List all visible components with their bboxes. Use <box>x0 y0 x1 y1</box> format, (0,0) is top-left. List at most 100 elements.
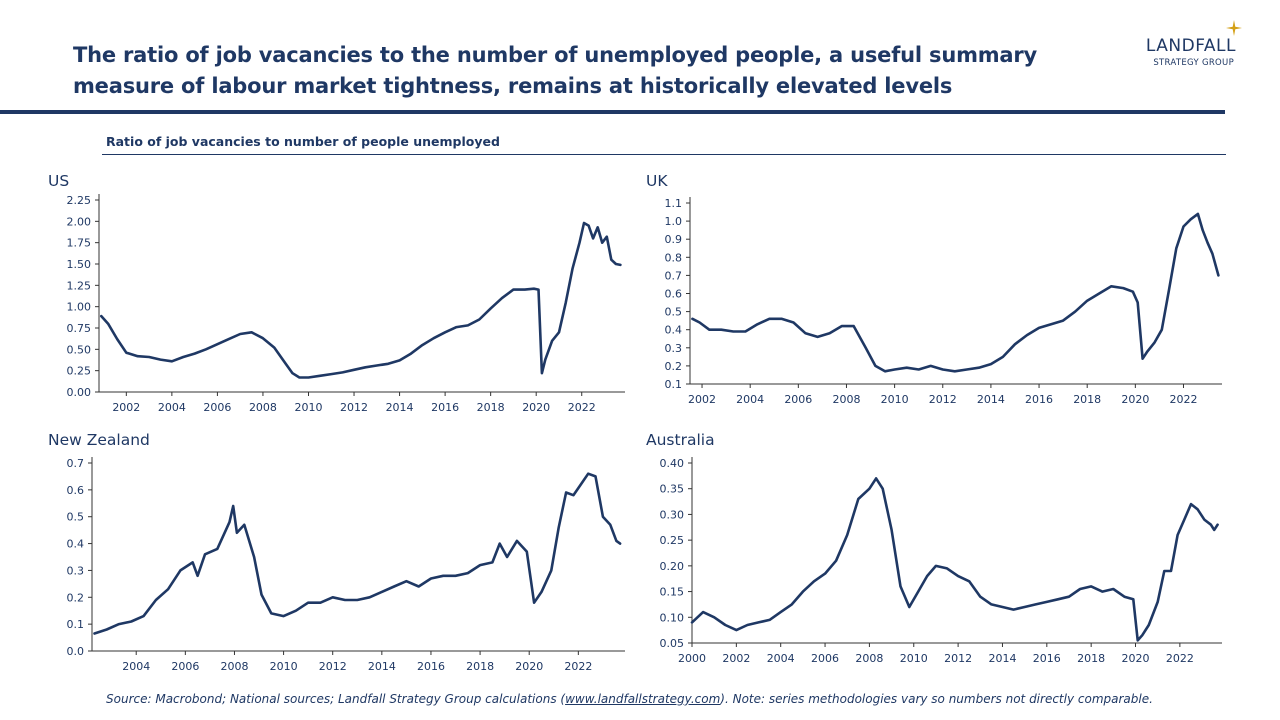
us-x-tick-label: 2008 <box>249 401 277 414</box>
uk-y-tick-label: 0.8 <box>665 251 683 264</box>
nz-x-tick-label: 2022 <box>564 660 592 673</box>
us-y-tick-label: 0.25 <box>67 365 92 378</box>
uk-x-tick-label: 2006 <box>784 393 812 406</box>
us-y-tick-label: 1.25 <box>67 279 92 292</box>
us-x-tick-label: 2022 <box>568 401 596 414</box>
au-y-tick-label: 0.15 <box>660 586 685 599</box>
nz-y-tick-label: 0.5 <box>67 511 85 524</box>
au-series-line <box>690 477 1219 642</box>
uk-x-tick-label: 2008 <box>832 393 860 406</box>
title-divider <box>0 110 1225 114</box>
uk-x-tick-label: 2020 <box>1121 393 1149 406</box>
uk-x-tick-label: 2002 <box>688 393 716 406</box>
us-x-tick-label: 2006 <box>203 401 231 414</box>
uk-y-tick-label: 0.3 <box>665 342 683 355</box>
au-y-tick-label: 0.40 <box>660 457 685 470</box>
nz-y-tick-label: 0.2 <box>67 591 85 604</box>
uk-x-tick-label: 2018 <box>1073 393 1101 406</box>
au-y-tick-label: 0.30 <box>660 508 685 521</box>
nz-y-tick-label: 0.4 <box>67 538 85 551</box>
au-y-tick-label: 0.10 <box>660 611 685 624</box>
au-x-tick-label: 2012 <box>944 652 972 665</box>
uk-x-tick-label: 2016 <box>1025 393 1053 406</box>
us-x-tick-label: 2002 <box>112 401 140 414</box>
uk-y-tick-label: 0.9 <box>665 233 683 246</box>
uk-y-tick-label: 0.4 <box>665 324 683 337</box>
au-y-tick-label: 0.05 <box>660 637 685 650</box>
au-x-tick-label: 2002 <box>722 652 750 665</box>
au-y-tick-label: 0.25 <box>660 534 685 547</box>
us-y-tick-label: 2.25 <box>67 194 92 207</box>
page-title-line-2: measure of labour market tightness, rema… <box>73 74 953 98</box>
au-y-tick-label: 0.20 <box>660 560 685 573</box>
us-series-line <box>100 221 622 379</box>
us-y-tick-label: 1.75 <box>67 237 92 250</box>
uk-x-tick-label: 2012 <box>929 393 957 406</box>
panel-title-us: US <box>48 172 70 190</box>
source-link[interactable]: www.landfallstrategy.com <box>565 692 721 706</box>
logo-subtitle: STRATEGY GROUP <box>1153 58 1234 68</box>
au-x-tick-label: 2004 <box>767 652 795 665</box>
au-x-tick-label: 2018 <box>1077 652 1105 665</box>
nz-y-tick-label: 0.0 <box>67 645 85 658</box>
nz-x-tick-label: 2004 <box>122 660 150 673</box>
source-suffix: ). Note: series methodologies vary so nu… <box>720 692 1153 706</box>
uk-y-tick-label: 0.7 <box>665 269 683 282</box>
us-y-tick-label: 2.00 <box>67 215 92 228</box>
source-note: Source: Macrobond; National sources; Lan… <box>106 692 1153 706</box>
us-x-tick-label: 2020 <box>522 401 550 414</box>
us-x-tick-label: 2014 <box>386 401 414 414</box>
au-x-tick-label: 2008 <box>855 652 883 665</box>
au-x-tick-label: 2016 <box>1033 652 1061 665</box>
nz-y-tick-label: 0.7 <box>67 457 85 470</box>
au-y-tick-label: 0.35 <box>660 483 685 496</box>
source-prefix: Source: Macrobond; National sources; Lan… <box>106 692 566 706</box>
au-x-tick-label: 2006 <box>811 652 839 665</box>
uk-y-tick-label: 0.1 <box>665 378 683 391</box>
au-x-tick-label: 2010 <box>900 652 928 665</box>
uk-y-tick-label: 1.1 <box>665 197 683 210</box>
nz-y-tick-label: 0.1 <box>67 618 85 631</box>
nz-x-tick-label: 2018 <box>466 660 494 673</box>
uk-y-tick-label: 0.6 <box>665 288 683 301</box>
uk-series-line <box>691 212 1220 373</box>
au-x-tick-label: 2022 <box>1166 652 1194 665</box>
us-x-tick-label: 2004 <box>158 401 186 414</box>
panel-title-uk: UK <box>646 172 668 190</box>
logo-name: LANDFALL <box>1145 36 1236 56</box>
panel-title-nz: New Zealand <box>48 431 150 449</box>
us-x-tick-label: 2010 <box>294 401 322 414</box>
uk-y-tick-label: 0.5 <box>665 306 683 319</box>
nz-y-tick-label: 0.6 <box>67 484 85 497</box>
us-x-tick-label: 2018 <box>477 401 505 414</box>
us-x-tick-label: 2012 <box>340 401 368 414</box>
uk-y-tick-label: 0.2 <box>665 360 683 373</box>
nz-x-tick-label: 2010 <box>270 660 298 673</box>
nz-x-tick-label: 2016 <box>417 660 445 673</box>
uk-x-tick-label: 2010 <box>881 393 909 406</box>
nz-x-tick-label: 2008 <box>220 660 248 673</box>
us-y-tick-label: 0.50 <box>67 343 92 356</box>
uk-x-tick-label: 2022 <box>1169 393 1197 406</box>
star-icon <box>1226 20 1242 36</box>
uk-x-tick-label: 2014 <box>977 393 1005 406</box>
us-y-tick-label: 1.50 <box>67 258 92 271</box>
nz-series-line <box>93 472 622 635</box>
nz-x-tick-label: 2020 <box>515 660 543 673</box>
au-x-tick-label: 2000 <box>678 652 706 665</box>
au-x-tick-label: 2014 <box>988 652 1016 665</box>
page-title-line-1: The ratio of job vacancies to the number… <box>73 43 1038 67</box>
page-title: The ratio of job vacancies to the number… <box>73 40 1073 102</box>
au-x-tick-label: 2020 <box>1122 652 1150 665</box>
uk-y-tick-label: 1.0 <box>665 215 683 228</box>
nz-x-tick-label: 2006 <box>171 660 199 673</box>
us-x-tick-label: 2016 <box>431 401 459 414</box>
chart-subtitle: Ratio of job vacancies to number of peop… <box>106 134 500 149</box>
nz-x-tick-label: 2014 <box>368 660 396 673</box>
panel-title-au: Australia <box>646 431 715 449</box>
nz-y-tick-label: 0.3 <box>67 564 85 577</box>
landfall-logo: LANDFALL STRATEGY GROUP <box>1126 20 1242 72</box>
uk-x-tick-label: 2004 <box>736 393 764 406</box>
us-y-tick-label: 0.00 <box>67 386 92 399</box>
